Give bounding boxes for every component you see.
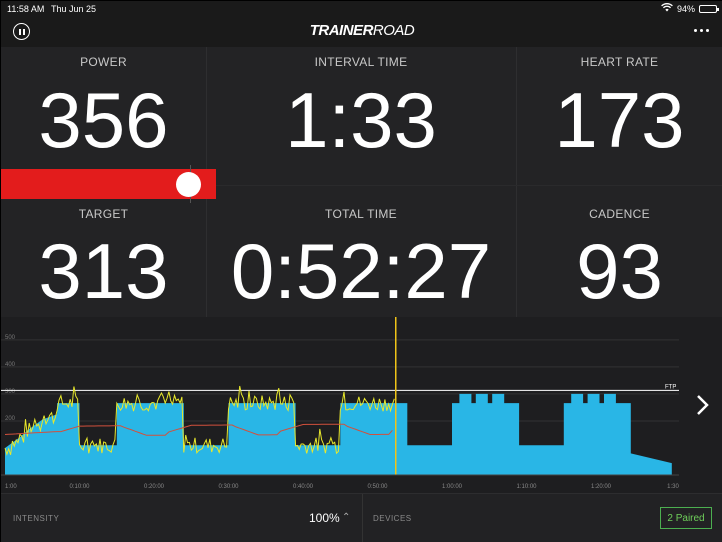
heart-rate-metric: HEART RATE 173 xyxy=(516,55,722,159)
x-tick-label: 0:50:00 xyxy=(367,484,388,490)
trainerroad-logo: TRAINERROAD xyxy=(309,22,415,39)
status-bar: 11:58 AM Thu Jun 25 94% xyxy=(1,1,722,17)
x-tick-label: 1:10:00 xyxy=(516,484,537,490)
status-time: 11:58 AM xyxy=(7,4,45,14)
pause-button[interactable] xyxy=(13,23,30,40)
workout-chart[interactable]: 500 400 300 200 FTP 1:00 0:10:00 0:20:00 0:30:00… xyxy=(1,317,722,493)
total-time-value: 0:52:27 xyxy=(230,227,492,315)
cadence-label: CADENCE xyxy=(589,207,650,221)
divider xyxy=(1,185,722,186)
x-tick-label: 1:20:00 xyxy=(591,484,612,490)
x-tick-label: 0:40:00 xyxy=(293,484,314,490)
cadence-metric: CADENCE 93 xyxy=(516,207,722,310)
ftp-label: FTP xyxy=(665,384,676,390)
total-time-metric: TOTAL TIME 0:52:27 xyxy=(206,207,516,310)
paired-devices-button[interactable]: 2 Paired xyxy=(660,507,712,529)
divider xyxy=(362,494,363,542)
power-label: POWER xyxy=(80,55,127,69)
pause-icon xyxy=(18,28,21,35)
x-tick-label: 1:00:00 xyxy=(442,484,463,490)
battery-percent: 94% xyxy=(676,3,695,14)
target-label: TARGET xyxy=(78,207,129,221)
wifi-icon xyxy=(661,3,673,14)
total-time-label: TOTAL TIME xyxy=(325,207,397,221)
bottom-bar: INTENSITY 100% ⌃ DEVICES 2 Paired xyxy=(1,493,722,542)
x-tick-label: 0:20:00 xyxy=(144,484,165,490)
y-tick-label: 300 xyxy=(5,389,16,395)
heart-rate-label: HEART RATE xyxy=(580,55,659,69)
x-tick-label: 1:00 xyxy=(5,484,17,490)
y-tick-label: 500 xyxy=(5,335,16,341)
battery-icon xyxy=(699,4,719,13)
power-value: 356 xyxy=(38,76,169,164)
target-metric: TARGET 313 xyxy=(1,207,206,310)
intensity-label: INTENSITY xyxy=(13,514,60,523)
y-tick-label: 400 xyxy=(5,362,16,368)
chevron-up-icon[interactable]: ⌃ xyxy=(342,512,351,523)
x-tick-label: 1:30 xyxy=(667,484,679,490)
interval-time-value: 1:33 xyxy=(285,76,437,164)
heart-rate-line xyxy=(4,423,393,436)
cadence-value: 93 xyxy=(576,227,663,315)
interval-time-metric: INTERVAL TIME 1:33 xyxy=(206,55,516,159)
workout-chart-svg: 500 400 300 200 FTP 1:00 0:10:00 0:20:00 0:30:00… xyxy=(1,317,679,490)
x-tick-label: 0:30:00 xyxy=(218,484,239,490)
target-profile-area xyxy=(5,393,672,475)
power-metric: POWER 356 xyxy=(1,55,206,159)
metrics-panel: POWER 356 INTERVAL TIME 1:33 HEART RATE … xyxy=(1,47,722,317)
y-tick-label: 200 xyxy=(5,416,16,422)
app-header: TRAINERROAD xyxy=(1,17,722,47)
status-date: Thu Jun 25 xyxy=(51,4,97,14)
status-right: 94% xyxy=(661,3,719,14)
intensity-value-button[interactable]: 100% xyxy=(309,511,340,525)
x-tick-label: 0:10:00 xyxy=(69,484,90,490)
devices-label: DEVICES xyxy=(373,514,412,523)
interval-time-label: INTERVAL TIME xyxy=(314,55,408,69)
divider xyxy=(516,47,517,317)
power-indicator-knob xyxy=(176,172,201,197)
heart-rate-value: 173 xyxy=(554,76,685,164)
power-line xyxy=(4,385,395,456)
target-value: 313 xyxy=(38,227,169,315)
chevron-right-icon[interactable] xyxy=(695,393,711,417)
more-options-button[interactable] xyxy=(694,29,709,32)
